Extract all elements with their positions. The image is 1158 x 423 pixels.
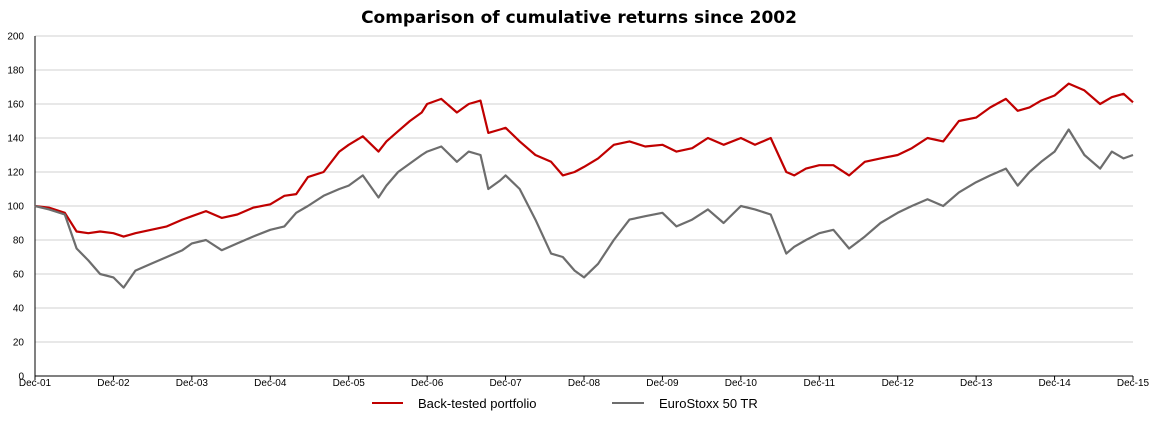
x-tick-label: Dec-14	[1038, 378, 1071, 389]
x-tick-label: Dec-07	[489, 378, 522, 389]
series-line-1	[34, 128, 1134, 289]
x-tick-label: Dec-08	[568, 378, 601, 389]
x-tick-label: Dec-11	[804, 378, 836, 389]
x-tick-label: Dec-12	[882, 378, 915, 389]
y-tick-label: 20	[13, 338, 25, 349]
y-tick-label: 80	[13, 236, 25, 247]
y-tick-label: 140	[7, 134, 24, 145]
x-tick-label: Dec-09	[646, 378, 679, 389]
legend-label: EuroStoxx 50 TR	[659, 396, 758, 411]
series-line-0	[34, 82, 1134, 238]
legend-label: Back-tested portfolio	[418, 396, 537, 411]
x-tick-label: Dec-15	[1117, 378, 1150, 389]
x-tick-label: Dec-03	[176, 378, 209, 389]
y-tick-label: 60	[13, 270, 25, 281]
x-axis-ticks: Dec-01 Dec-02 Dec-03 Dec-04 Dec-05 Dec-06 Dec-…	[19, 36, 1150, 389]
series-lines	[34, 82, 1134, 289]
x-tick-label: Dec-13	[960, 378, 993, 389]
x-tick-label: Dec-02	[97, 378, 130, 389]
x-tick-label: Dec-05	[333, 378, 366, 389]
y-tick-label: 100	[7, 202, 24, 213]
x-tick-label: Dec-06	[411, 378, 444, 389]
chart-title: Comparison of cumulative returns since 2…	[361, 8, 797, 28]
y-tick-label: 40	[13, 304, 25, 315]
y-tick-label: 180	[7, 66, 24, 77]
y-axis-ticks: 0 20 40 60 80 100 120 140 160 180 200	[7, 32, 24, 383]
y-tick-label: 0	[18, 372, 24, 383]
y-tick-label: 120	[7, 168, 24, 179]
y-tick-label: 200	[7, 32, 24, 43]
x-tick-label: Dec-10	[725, 378, 758, 389]
y-tick-label: 160	[7, 100, 24, 111]
x-tick-label: Dec-01	[19, 378, 52, 389]
x-tick-label: Dec-04	[254, 378, 287, 389]
legend: Back-tested portfolio EuroStoxx 50 TR	[372, 396, 758, 411]
grid-lines	[35, 35, 1133, 343]
